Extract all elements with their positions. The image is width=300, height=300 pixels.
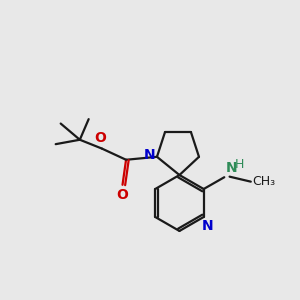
Text: CH₃: CH₃ — [252, 175, 275, 188]
Text: O: O — [94, 131, 106, 145]
Text: N: N — [201, 219, 213, 233]
Text: N: N — [144, 148, 155, 162]
Text: N: N — [226, 161, 237, 175]
Text: O: O — [117, 188, 128, 202]
Text: H: H — [235, 158, 244, 171]
